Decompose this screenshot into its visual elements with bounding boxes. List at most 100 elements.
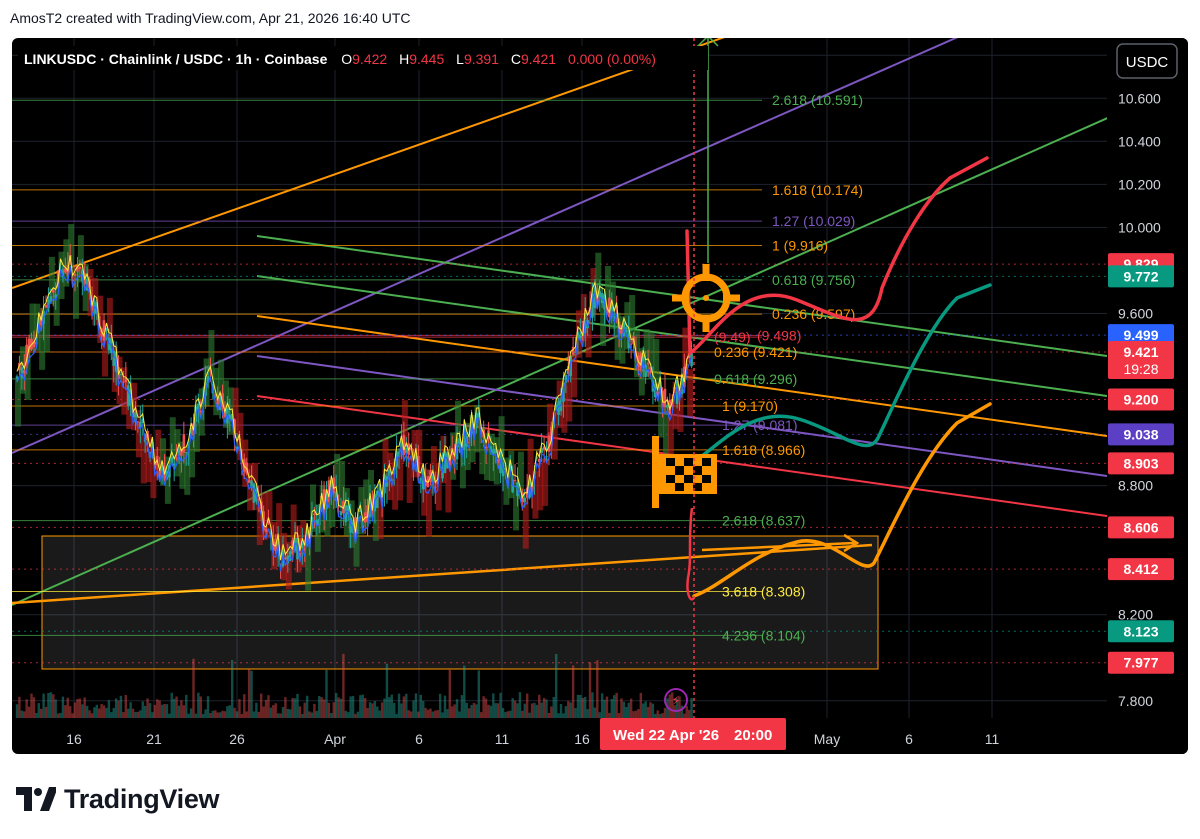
volume-bar — [600, 693, 604, 718]
candle-body — [598, 291, 602, 298]
volume-bar — [392, 703, 396, 718]
volume-bar — [460, 695, 464, 718]
volume-bar — [596, 660, 599, 718]
volume-bar — [68, 706, 72, 718]
candle-body — [344, 505, 348, 522]
replay-icon[interactable] — [664, 688, 688, 712]
price-tag: 7.977 — [1123, 655, 1158, 671]
cloud-segment — [160, 438, 167, 486]
volume-bar — [683, 713, 686, 718]
volume-bar — [105, 707, 108, 718]
volume-bar — [214, 710, 217, 718]
candle-body — [332, 477, 336, 494]
volume-bar — [226, 706, 229, 718]
candle-body — [44, 304, 48, 308]
volume-bar — [620, 698, 623, 718]
volume-bar — [458, 711, 461, 718]
candle-body — [172, 463, 176, 466]
symbol-legend[interactable]: LINKUSDC · Chainlink / USDC · 1h · Coinb… — [18, 46, 708, 70]
volume-bar — [194, 713, 198, 718]
volume-bar — [47, 692, 50, 718]
currency-button[interactable]: USDC — [1116, 43, 1178, 79]
volume-bar — [632, 711, 635, 718]
candle-body — [177, 448, 181, 457]
time-axis[interactable]: 16 21 26 Apr 6 11 16 May 6 11 — [66, 731, 999, 747]
volume-bar — [262, 706, 265, 718]
volume-bar — [18, 696, 21, 718]
candle-body — [206, 376, 210, 383]
volume-bar — [165, 704, 169, 718]
volume-bar — [339, 698, 343, 718]
open-value: 9.422 — [352, 51, 387, 67]
volume-bar — [100, 703, 103, 718]
volume-bar — [651, 703, 655, 718]
cloud-segment — [208, 330, 215, 378]
cloud-segment — [595, 252, 602, 301]
volume-bar — [637, 709, 640, 718]
volume-bar — [284, 697, 287, 718]
crosshair-date: Wed 22 Apr '26 — [613, 727, 719, 744]
volume-bar — [102, 705, 106, 718]
price-tag: 9.038 — [1123, 426, 1158, 442]
volume-bar — [187, 713, 190, 718]
fib-labels: 2.618 (10.591) 1.618 (10.174) 1.27 (10.029… — [714, 92, 863, 643]
cloud-segment — [29, 303, 36, 351]
volume-bar — [550, 706, 553, 718]
volume-bar — [32, 697, 36, 718]
volume-bar — [436, 710, 439, 718]
volume-bar — [158, 700, 161, 718]
volume-bar — [334, 693, 338, 718]
high-label: H — [399, 51, 409, 67]
cloud-segment — [314, 504, 321, 552]
volume-bar — [388, 697, 391, 718]
fib-label: 1.27 (10.029) — [772, 213, 855, 229]
volume-bar — [448, 669, 451, 718]
cloud-segment — [39, 322, 46, 370]
volume-bar — [559, 703, 563, 718]
cloud-segment — [401, 400, 408, 448]
cloud-segment — [24, 352, 31, 401]
cloud-segment — [58, 251, 65, 300]
price-tag-bg — [1108, 340, 1174, 379]
volume-bar — [467, 708, 471, 718]
y-tick-label: 9.600 — [1118, 305, 1153, 321]
volume-bar — [305, 695, 309, 718]
cloud-segment — [368, 469, 375, 518]
volume-bar — [180, 700, 183, 718]
price-axis[interactable]: 10.80010.60010.40010.20010.0009.6008.800… — [1118, 47, 1161, 709]
volume-bar — [66, 697, 69, 718]
candle-body — [349, 517, 352, 533]
volume-bar — [37, 703, 40, 718]
candle-body — [371, 506, 374, 516]
change-value: 0.000 (0.00%) — [568, 51, 656, 67]
cloud-segment — [397, 453, 404, 501]
candle-body — [32, 341, 36, 348]
cloud-segment — [421, 468, 428, 516]
cloud-segment — [619, 316, 626, 364]
candle-body — [496, 459, 500, 464]
candle-body — [279, 563, 282, 566]
volume-bar — [521, 710, 524, 718]
volume-bar — [274, 703, 277, 718]
volume-bar — [119, 695, 123, 718]
candle-body — [158, 470, 161, 476]
candle-body — [182, 434, 186, 453]
fib-label: (9.498) — [757, 327, 801, 343]
volume-bar — [245, 711, 248, 718]
chart-frame[interactable]: 2.618 (10.591) 1.618 (10.174) 1.27 (10.029… — [12, 38, 1188, 754]
price-chart[interactable]: 2.618 (10.591) 1.618 (10.174) 1.27 (10.029… — [12, 38, 1188, 754]
volume-bar — [513, 700, 517, 718]
fib-label: 1 (9.170) — [722, 398, 778, 414]
candle-body — [593, 287, 597, 309]
candle-body — [472, 432, 476, 435]
crosshair-time: 20:00 — [734, 727, 772, 744]
candle-body — [90, 303, 94, 311]
candle-body — [639, 353, 643, 370]
low-label: L — [456, 51, 464, 67]
cloud-segment — [629, 295, 636, 343]
cloud-segment — [276, 503, 283, 551]
volume-bar — [530, 703, 534, 718]
candle-body — [252, 483, 256, 503]
volume-bar — [453, 704, 456, 718]
volume-bar — [361, 694, 364, 718]
